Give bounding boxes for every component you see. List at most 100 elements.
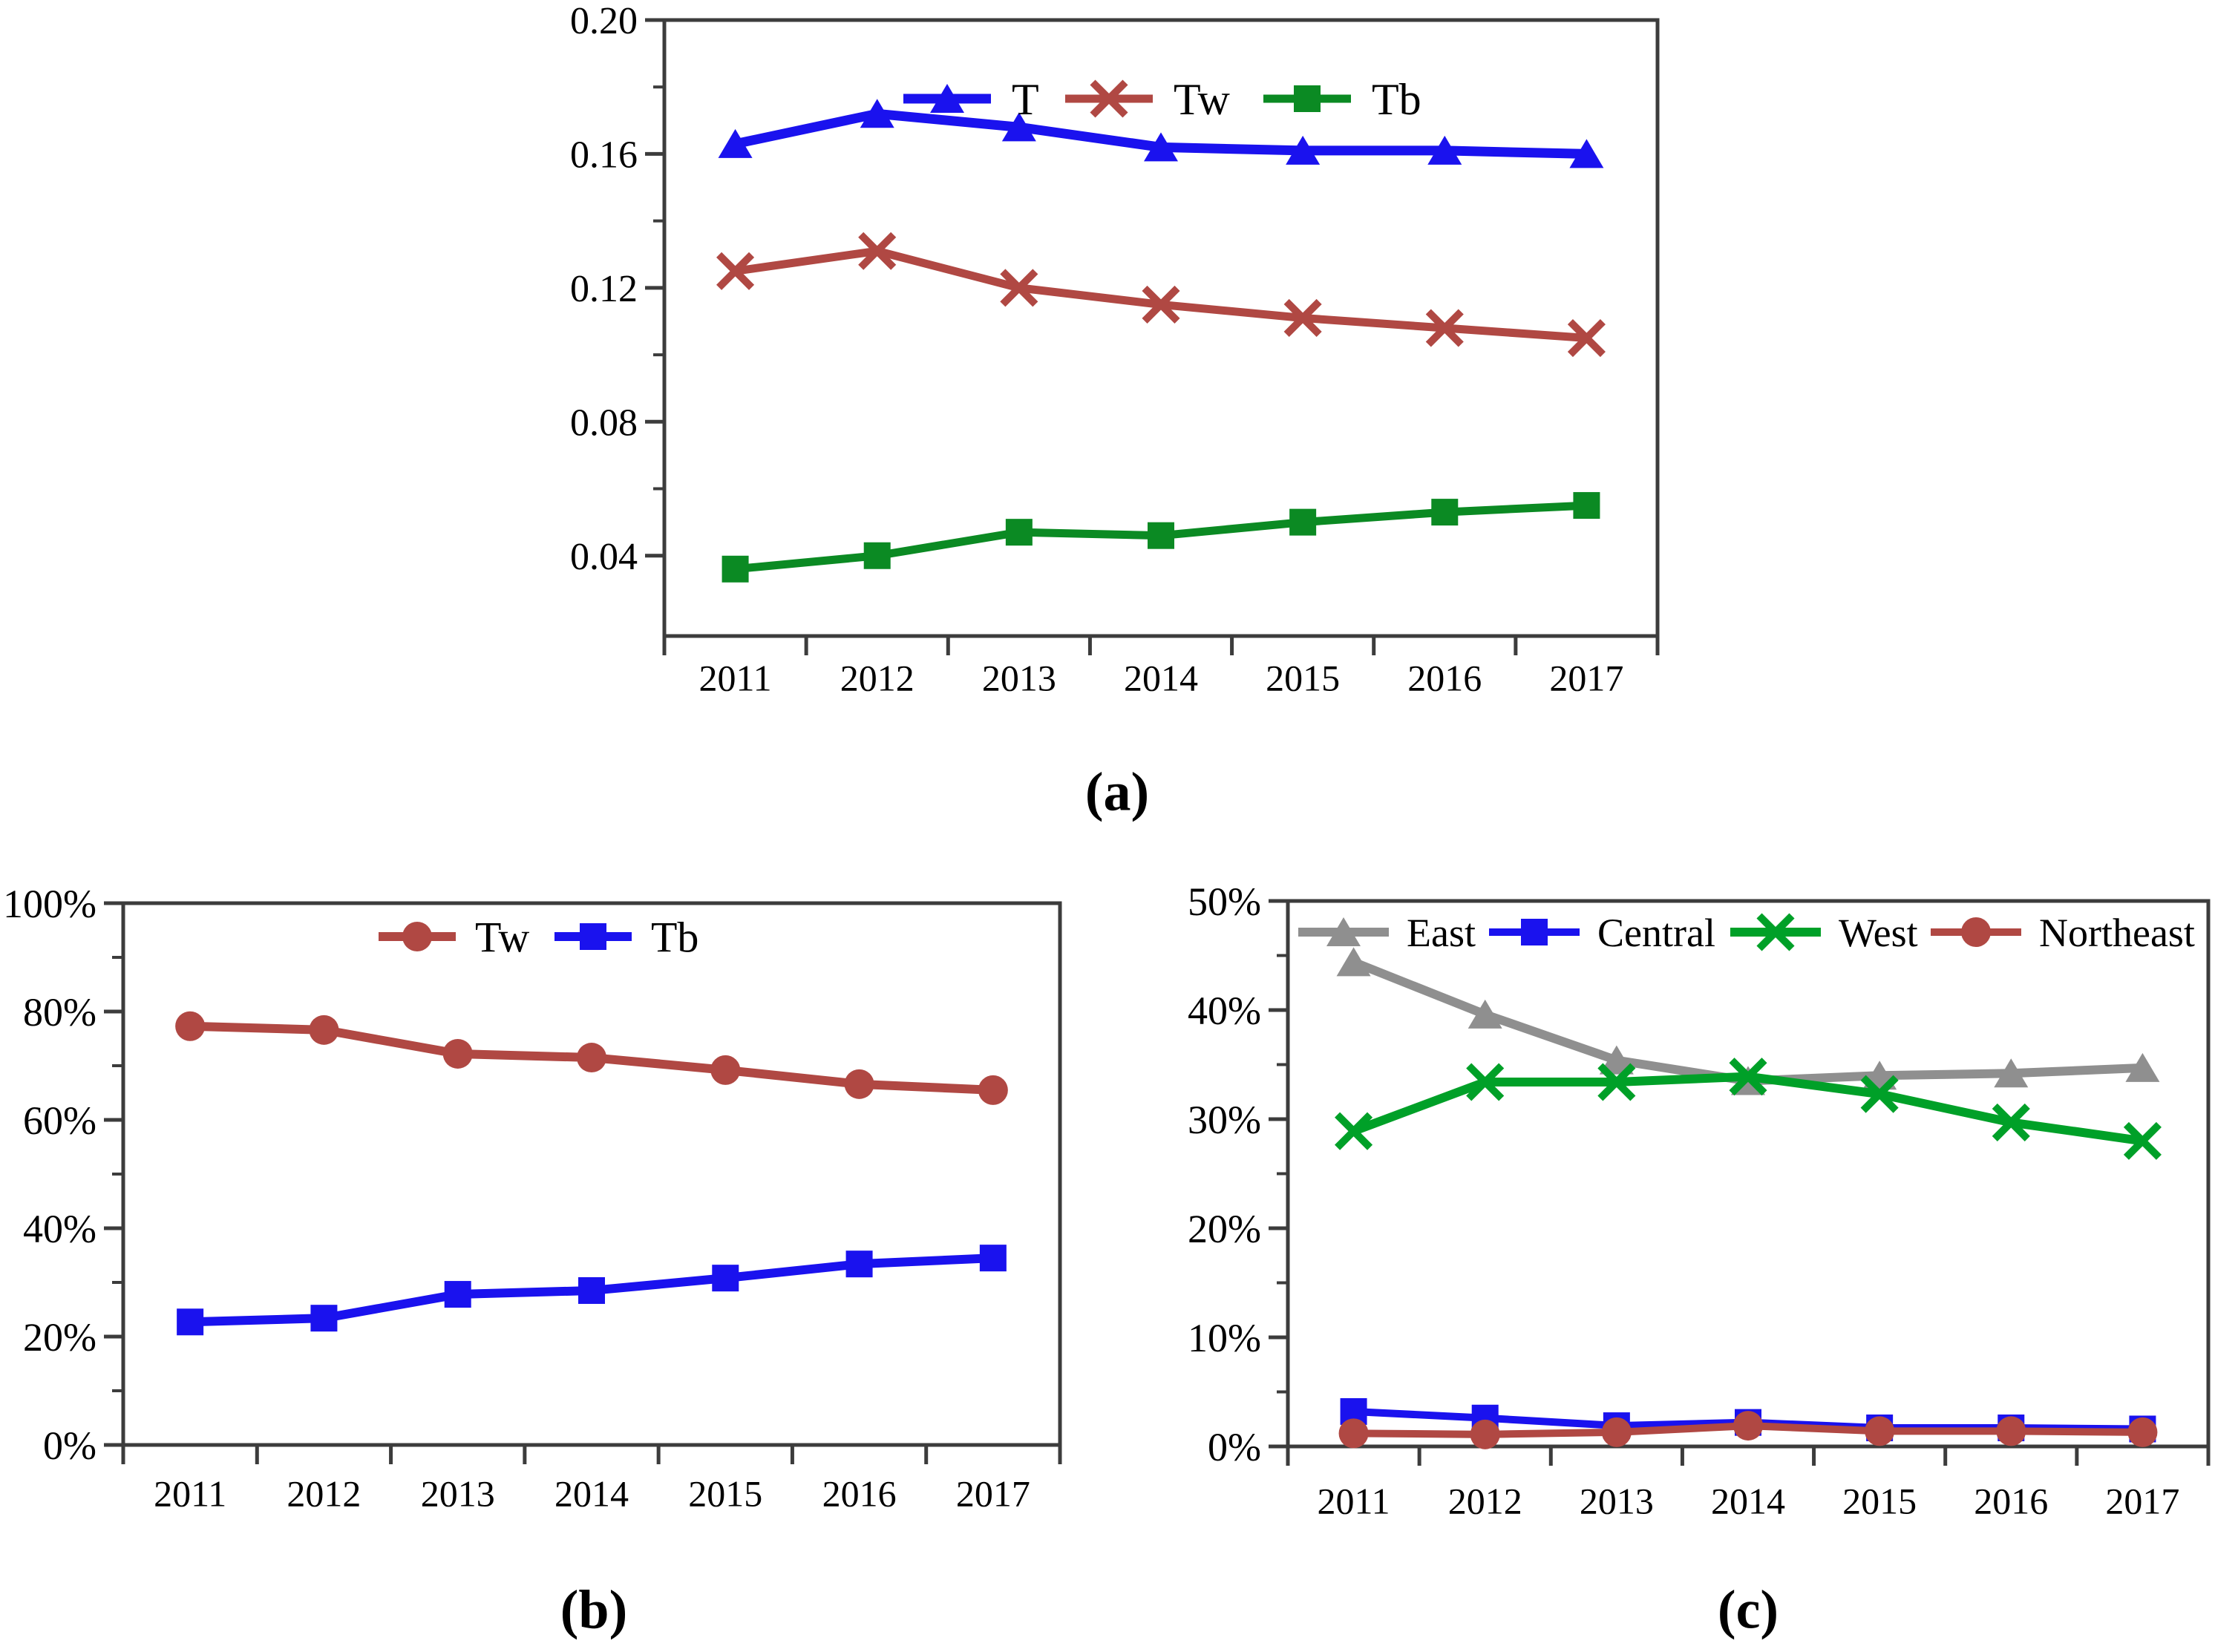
y-tick-label: 40% <box>23 1207 96 1251</box>
T-marker <box>1569 139 1604 168</box>
x-tick-label: 2016 <box>822 1473 897 1515</box>
x-tick-label: 2017 <box>1549 658 1623 699</box>
West-marker <box>1992 1103 2030 1141</box>
legend-label-Tw: Tw <box>1174 75 1230 124</box>
East-marker <box>1468 999 1502 1029</box>
legend-item-T: T <box>903 75 1039 124</box>
Tw-marker <box>716 252 755 290</box>
plot-border-a <box>662 18 1660 638</box>
y-tick-label: 20% <box>23 1315 96 1360</box>
plot-border-b <box>121 901 1062 1447</box>
legend-label-T: T <box>1012 75 1039 124</box>
Northeast-marker <box>1865 1416 1895 1446</box>
Tw-marker <box>978 1075 1008 1105</box>
x-tick-label: 2014 <box>554 1473 629 1515</box>
West-marker <box>1597 1063 1636 1101</box>
caption-b: (b) <box>560 1579 628 1641</box>
legend-item-Tb: Tb <box>554 913 698 961</box>
legend-item-Tb: Tb <box>1263 75 1421 124</box>
T-marker <box>718 128 753 158</box>
x-tick-label: 2012 <box>840 658 914 699</box>
x-tick-label: 2013 <box>1580 1481 1654 1522</box>
y-tick-label: 100% <box>3 882 96 926</box>
x-tick-label: 2012 <box>287 1473 361 1515</box>
Tw-marker <box>844 1069 874 1099</box>
T-marker <box>1286 135 1321 165</box>
y-tick-label: 30% <box>1188 1098 1261 1142</box>
East-marker <box>1994 1058 2029 1088</box>
x-tick-label: 2015 <box>1266 658 1340 699</box>
series-Northeast <box>1338 1411 2158 1449</box>
legend-marker-Tb <box>580 923 606 950</box>
panel-b: 100% 80% 60% 40% 20% 0% 2011 2012 2013 2014 2015 20… <box>3 882 1062 1515</box>
legend-item-East: East <box>1298 911 1476 955</box>
Northeast-marker <box>1996 1416 2026 1446</box>
x-tick-label: 2017 <box>2105 1481 2179 1522</box>
caption-a: (a) <box>1084 761 1150 823</box>
Tb-marker <box>578 1276 605 1304</box>
Northeast-marker <box>2127 1417 2158 1447</box>
y-tick-label: 0.12 <box>570 268 638 310</box>
x-tick-label: 2013 <box>421 1473 495 1515</box>
caption-c: (c) <box>1717 1579 1779 1641</box>
Tb-marker <box>863 542 891 569</box>
legend-label-West: West <box>1839 911 1918 955</box>
T-marker <box>1144 132 1178 162</box>
legend-item-Northeast: Northeast <box>1931 911 2195 955</box>
Northeast-marker <box>1601 1417 1632 1447</box>
legend-marker-Tw <box>1090 79 1128 118</box>
legend-b: Tw Tb <box>379 913 698 961</box>
Tw-marker <box>710 1055 741 1085</box>
y-tick-label: 10% <box>1188 1316 1261 1360</box>
Tw-marker <box>858 232 897 270</box>
Northeast-marker <box>1470 1419 1500 1449</box>
Tw-marker <box>442 1038 473 1069</box>
Tw-marker <box>1000 269 1038 307</box>
Tb-marker <box>177 1308 204 1336</box>
Tb-marker <box>444 1281 471 1308</box>
legend-item-West: West <box>1730 911 1918 955</box>
legend-label-Tw: Tw <box>475 913 529 961</box>
legend-label-Tb: Tb <box>651 913 698 961</box>
series-T <box>718 99 1604 168</box>
plot-border-c <box>1286 899 2211 1449</box>
x-tick-label: 2017 <box>956 1473 1030 1515</box>
legend-marker-Tw <box>402 922 432 951</box>
Tw-marker <box>1567 318 1606 358</box>
Tb-marker <box>310 1305 338 1332</box>
Tw-marker <box>1425 309 1464 347</box>
x-tick-label: 2015 <box>688 1473 762 1515</box>
legend-marker-West <box>1756 913 1795 951</box>
Tb-marker <box>1289 508 1317 536</box>
x-tick-label: 2016 <box>1407 658 1482 699</box>
legend-label-East: East <box>1407 911 1476 955</box>
y-tick-label: 80% <box>23 990 96 1035</box>
series-Tw <box>175 1011 1008 1105</box>
x-tick-label: 2014 <box>1711 1481 1785 1522</box>
Tb-marker <box>712 1265 739 1292</box>
Tw-marker <box>577 1043 606 1073</box>
Tw-marker <box>1283 298 1322 338</box>
x-tick-label: 2011 <box>698 658 771 699</box>
x-tick-label: 2011 <box>1317 1481 1390 1522</box>
West-marker <box>1729 1058 1767 1096</box>
legend-marker-Northeast <box>1961 917 1991 947</box>
panel-a: 0.20 0.16 0.12 0.08 0.04 2011 2012 2013 2014 2015… <box>570 0 1660 699</box>
Tw-marker <box>309 1015 339 1045</box>
series-West <box>1335 1058 2162 1160</box>
y-tick-label: 60% <box>23 1098 96 1143</box>
y-tick-label: 50% <box>1188 879 1261 924</box>
series-Tb <box>722 492 1600 583</box>
y-tick-label: 0% <box>43 1423 96 1468</box>
Northeast-marker <box>1733 1411 1763 1441</box>
x-tick-label: 2015 <box>1842 1481 1917 1522</box>
legend-label-Central: Central <box>1597 911 1715 955</box>
T-marker <box>1001 112 1036 142</box>
Tb-marker <box>722 555 749 583</box>
Tb-marker <box>1148 522 1174 549</box>
x-tick-label: 2014 <box>1124 658 1198 699</box>
Tw-marker <box>1142 285 1180 324</box>
y-tick-label: 0.08 <box>570 402 638 445</box>
